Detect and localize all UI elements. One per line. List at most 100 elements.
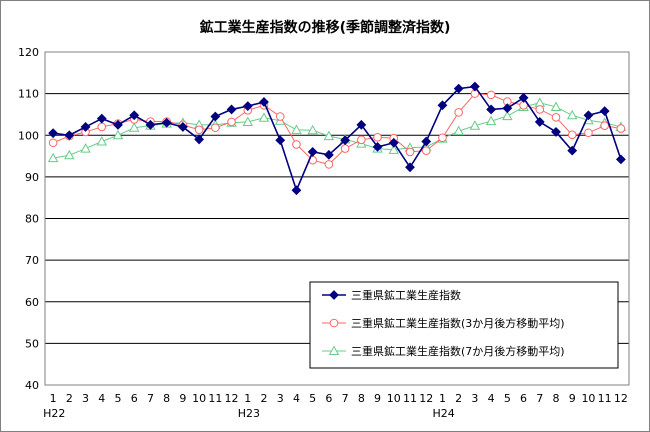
x-tick-label: 12 xyxy=(225,392,239,405)
y-tick-label: 110 xyxy=(18,88,39,101)
y-tick-label: 100 xyxy=(18,129,39,142)
year-label: H24 xyxy=(432,407,454,420)
data-point xyxy=(583,110,594,121)
data-point xyxy=(275,112,285,121)
data-point xyxy=(438,133,447,143)
data-point xyxy=(356,119,367,130)
x-tick-label: 9 xyxy=(179,392,186,405)
data-point xyxy=(340,135,351,146)
data-point xyxy=(211,123,220,133)
data-point xyxy=(566,109,578,120)
data-point xyxy=(64,149,75,160)
data-point xyxy=(259,97,269,107)
plot-area xyxy=(44,51,630,386)
x-tick-label: 10 xyxy=(581,392,595,405)
y-tick-label: 70 xyxy=(25,254,39,267)
data-point xyxy=(258,112,270,122)
data-point xyxy=(307,146,318,157)
data-point xyxy=(307,124,318,135)
x-tick-label: 7 xyxy=(536,392,543,405)
data-point xyxy=(129,110,140,121)
data-point xyxy=(453,83,464,94)
data-point xyxy=(567,145,578,156)
x-tick-label: 8 xyxy=(163,392,170,405)
data-point xyxy=(128,122,140,132)
x-tick-label: 6 xyxy=(325,392,332,405)
data-point xyxy=(80,122,91,132)
data-point xyxy=(600,121,609,130)
data-point xyxy=(161,117,172,128)
data-point xyxy=(469,81,480,92)
data-point xyxy=(567,130,577,140)
data-point xyxy=(373,133,382,142)
year-label: H23 xyxy=(238,407,260,420)
data-point xyxy=(550,101,562,111)
data-point xyxy=(340,144,350,153)
data-point xyxy=(502,110,513,121)
x-tick-label: 12 xyxy=(419,392,433,405)
data-point xyxy=(616,124,626,133)
data-point xyxy=(502,103,513,114)
x-tick-label: 12 xyxy=(614,392,628,405)
x-tick-label: 10 xyxy=(387,392,401,405)
data-point xyxy=(405,147,415,157)
data-point xyxy=(242,116,254,126)
x-tick-label: 7 xyxy=(147,392,154,405)
data-point xyxy=(454,108,463,117)
data-point xyxy=(113,119,123,130)
data-point xyxy=(194,134,205,145)
data-point xyxy=(421,146,431,155)
legend-label: 三重県鉱工業生産指数 xyxy=(351,288,461,302)
data-point xyxy=(48,128,59,139)
x-tick-label: 4 xyxy=(488,392,495,405)
data-point xyxy=(324,160,334,169)
data-point xyxy=(227,117,236,127)
x-tick-label: 3 xyxy=(82,392,89,405)
x-tick-label: 6 xyxy=(520,392,527,405)
data-point xyxy=(226,104,237,115)
data-point xyxy=(177,122,188,132)
data-point xyxy=(388,137,399,148)
data-point xyxy=(437,100,448,111)
x-tick-label: 8 xyxy=(358,392,365,405)
data-point xyxy=(112,129,124,140)
series-0 xyxy=(48,81,626,196)
x-tick-label: 4 xyxy=(293,392,300,405)
data-point xyxy=(534,117,545,127)
data-point xyxy=(323,130,335,141)
x-tick-label: 9 xyxy=(569,392,576,405)
x-tick-label: 11 xyxy=(403,392,417,405)
x-tick-label: 1 xyxy=(50,392,57,405)
x-tick-label: 4 xyxy=(98,392,105,405)
x-tick-label: 7 xyxy=(342,392,349,405)
data-point xyxy=(615,154,626,165)
data-point xyxy=(210,111,221,122)
x-tick-label: 3 xyxy=(471,392,478,405)
legend-marker xyxy=(329,290,339,300)
data-point xyxy=(551,127,561,137)
data-point xyxy=(535,105,545,114)
x-tick-label: 1 xyxy=(244,392,251,405)
x-tick-label: 6 xyxy=(131,392,138,405)
y-tick-label: 40 xyxy=(25,379,39,392)
data-point xyxy=(48,138,58,148)
x-tick-label: 8 xyxy=(553,392,560,405)
data-point xyxy=(64,130,75,141)
x-tick-label: 1 xyxy=(439,392,446,405)
x-tick-label: 9 xyxy=(374,392,381,405)
legend-label: 三重県鉱工業生産指数(3か月後方移動平均) xyxy=(351,316,565,330)
x-tick-label: 10 xyxy=(192,392,206,405)
y-tick-label: 50 xyxy=(25,337,39,350)
data-point xyxy=(292,140,301,149)
y-tick-label: 90 xyxy=(25,171,39,184)
data-point xyxy=(96,136,108,146)
data-point xyxy=(47,152,59,163)
y-axis-ticks: 40 50 60 70 80 90 100 110 120 xyxy=(18,46,39,392)
y-tick-label: 60 xyxy=(25,296,39,309)
data-point xyxy=(486,90,496,100)
data-point xyxy=(357,135,366,145)
legend-marker xyxy=(328,345,340,356)
